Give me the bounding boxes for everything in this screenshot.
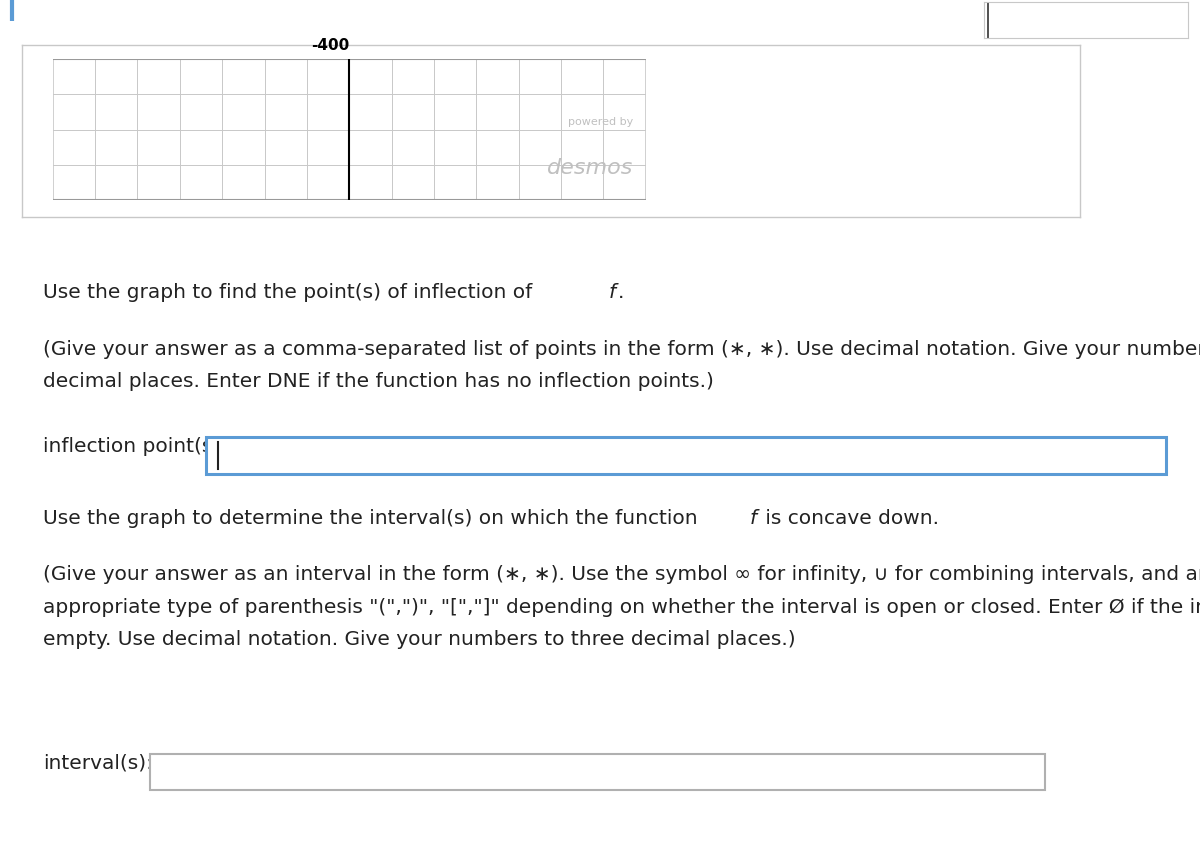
Text: Use the graph to find the point(s) of inflection of: Use the graph to find the point(s) of in… xyxy=(43,283,539,303)
Text: interval(s):: interval(s): xyxy=(43,754,152,772)
Text: empty. Use decimal notation. Give your numbers to three decimal places.): empty. Use decimal notation. Give your n… xyxy=(43,631,796,649)
Text: inflection point(s):: inflection point(s): xyxy=(43,436,227,456)
Text: Use the graph to determine the interval(s) on which the function: Use the graph to determine the interval(… xyxy=(43,509,703,528)
Text: (Give your answer as an interval in the form (∗, ∗). Use the symbol ∞ for infini: (Give your answer as an interval in the … xyxy=(43,565,1200,584)
FancyBboxPatch shape xyxy=(150,754,1045,790)
Text: -400: -400 xyxy=(311,38,349,53)
Text: .: . xyxy=(618,283,624,303)
Text: desmos: desmos xyxy=(547,158,634,177)
Text: f: f xyxy=(608,283,616,303)
Text: powered by: powered by xyxy=(569,117,634,127)
Text: is concave down.: is concave down. xyxy=(760,509,940,528)
Text: f: f xyxy=(750,509,757,528)
Text: appropriate type of parenthesis "(",")", "[","]" depending on whether the interv: appropriate type of parenthesis "(",")",… xyxy=(43,598,1200,617)
FancyBboxPatch shape xyxy=(206,437,1166,473)
Text: (Give your answer as a comma-separated list of points in the form (∗, ∗). Use de: (Give your answer as a comma-separated l… xyxy=(43,340,1200,359)
Text: decimal places. Enter DNE if the function has no inflection points.): decimal places. Enter DNE if the functio… xyxy=(43,373,714,391)
